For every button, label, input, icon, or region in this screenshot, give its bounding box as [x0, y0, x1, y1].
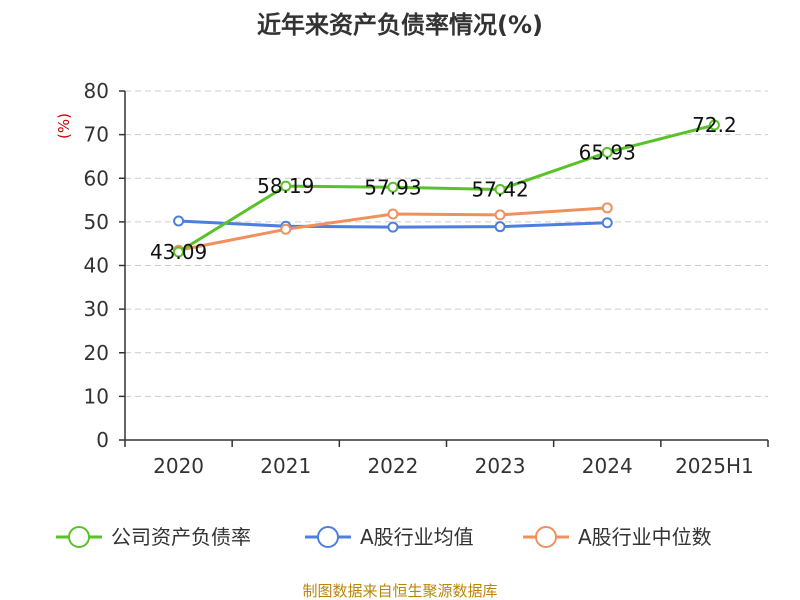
y-tick-label: 70	[84, 123, 109, 147]
data-point	[708, 119, 720, 131]
legend-label: 公司资产负债率	[111, 525, 251, 549]
data-label: 57.93	[364, 175, 421, 199]
legend-swatch-marker	[68, 526, 90, 548]
data-point	[387, 181, 399, 193]
y-tick-label: 60	[84, 166, 109, 190]
y-tick-label: 40	[84, 254, 109, 278]
x-tick-label: 2022	[367, 454, 418, 478]
data-point	[387, 208, 399, 220]
data-point	[601, 217, 613, 229]
x-tick-label: 2020	[153, 454, 204, 478]
data-point	[173, 246, 185, 258]
data-point	[387, 221, 399, 233]
data-point	[173, 215, 185, 227]
data-label: 57.42	[471, 178, 528, 202]
data-label: 43.09	[150, 240, 207, 264]
y-axis-unit: (%)	[55, 113, 73, 139]
data-label: 72.2	[692, 113, 737, 137]
legend-item-2[interactable]: A股行业中位数	[523, 525, 712, 549]
data-label: 65.93	[579, 140, 636, 164]
x-tick-label: 2023	[475, 454, 526, 478]
data-point	[494, 184, 506, 196]
legend-label: A股行业中位数	[578, 525, 712, 549]
data-point	[280, 223, 292, 235]
legend-label: A股行业均值	[360, 525, 474, 549]
y-tick-label: 0	[96, 428, 109, 452]
chart-title: 近年来资产负债率情况(%)	[257, 11, 543, 39]
data-point	[601, 146, 613, 158]
data-label: 58.19	[257, 174, 314, 198]
x-tick-label: 2024	[582, 454, 633, 478]
legend-swatch-marker	[317, 526, 339, 548]
x-tick-label: 2025H1	[675, 454, 754, 478]
y-tick-label: 80	[84, 79, 109, 103]
data-point	[494, 209, 506, 221]
series-line-0	[177, 123, 716, 254]
data-point	[494, 221, 506, 233]
legend-swatch-marker	[535, 526, 557, 548]
grid-lines	[125, 90, 768, 397]
y-tick-label: 10	[84, 384, 109, 408]
legend-item-1[interactable]: A股行业均值	[305, 525, 474, 549]
y-tick-label: 50	[84, 210, 109, 234]
data-point	[601, 202, 613, 214]
y-tick-label: 30	[84, 297, 109, 321]
data-labels: 43.09 58.19 57.93 57.42 65.93 72.2	[150, 113, 737, 264]
legend[interactable]: 公司资产负债率 A股行业均值 A股行业中位数	[56, 525, 712, 549]
data-point	[280, 180, 292, 192]
source-note: 制图数据来自恒生聚源数据库	[302, 582, 497, 600]
axes: 0 10 20 30 40 50 60 70 80 2020 2021 2022 2023 2024 202…	[84, 79, 769, 478]
y-tick-label: 20	[84, 341, 109, 365]
series-lines	[173, 119, 720, 258]
x-tick-label: 2021	[260, 454, 311, 478]
legend-item-0[interactable]: 公司资产负债率	[56, 525, 251, 549]
